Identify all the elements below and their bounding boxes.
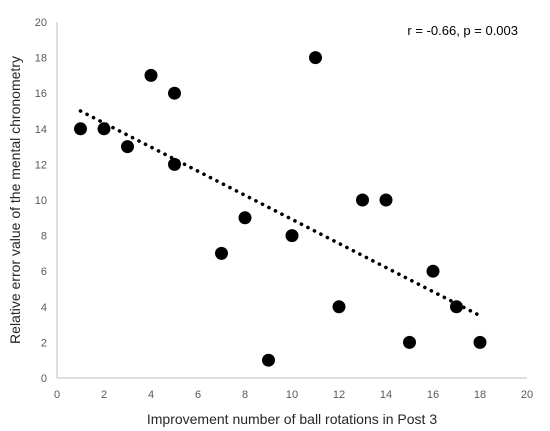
- y-tick-label: 18: [35, 53, 47, 65]
- x-tick-label: 14: [380, 389, 392, 401]
- data-point: [121, 140, 134, 154]
- y-tick-label: 12: [35, 159, 47, 171]
- x-tick-label: 2: [101, 389, 107, 401]
- y-tick-label: 4: [41, 302, 47, 314]
- data-point: [473, 335, 487, 349]
- data-point: [215, 246, 228, 260]
- data-point: [97, 122, 111, 136]
- y-tick-label: 14: [35, 124, 47, 136]
- data-point: [426, 264, 440, 278]
- data-point: [379, 193, 393, 207]
- x-tick-label: 8: [242, 389, 248, 401]
- y-tick-label: 20: [35, 17, 47, 29]
- x-tick-label: 0: [54, 389, 60, 401]
- data-point: [356, 193, 369, 207]
- trendline: [78, 109, 482, 318]
- correlation-annotation: r = -0.66, p = 0.003: [407, 23, 518, 38]
- data-point: [309, 51, 322, 65]
- trendline-layer: [78, 109, 482, 318]
- data-point: [403, 335, 416, 349]
- data-point: [262, 353, 275, 367]
- x-tick-label: 12: [333, 389, 345, 401]
- x-tick-label: 18: [474, 389, 486, 401]
- y-tick-label: 10: [35, 195, 47, 207]
- y-tick-label: 8: [41, 231, 47, 243]
- x-axis-title: Improvement number of ball rotations in …: [147, 411, 437, 427]
- y-tick-label: 6: [41, 266, 47, 278]
- data-point: [144, 68, 158, 82]
- y-tick-labels: 0 2 4 6 8 10 12 14 16 18 20: [35, 17, 47, 385]
- data-point: [238, 211, 252, 225]
- y-tick-label: 0: [41, 373, 47, 385]
- data-point: [332, 300, 346, 314]
- x-tick-label: 6: [195, 389, 201, 401]
- x-tick-label: 20: [521, 389, 533, 401]
- x-tick-label: 16: [427, 389, 439, 401]
- data-point: [285, 229, 299, 243]
- x-tick-labels: 0 2 4 6 8 10 12 14 16 18 20: [54, 389, 533, 401]
- x-tick-label: 10: [286, 389, 298, 401]
- axes-layer: [56, 22, 527, 379]
- y-tick-label: 2: [41, 337, 47, 349]
- data-point: [74, 122, 87, 136]
- y-axis-title: Relative error value of the mental chron…: [7, 56, 23, 344]
- data-points: [74, 51, 487, 367]
- data-point: [168, 157, 181, 171]
- x-tick-label: 4: [148, 389, 154, 401]
- data-point: [450, 300, 463, 314]
- y-tick-label: 16: [35, 88, 47, 100]
- data-point: [168, 86, 181, 100]
